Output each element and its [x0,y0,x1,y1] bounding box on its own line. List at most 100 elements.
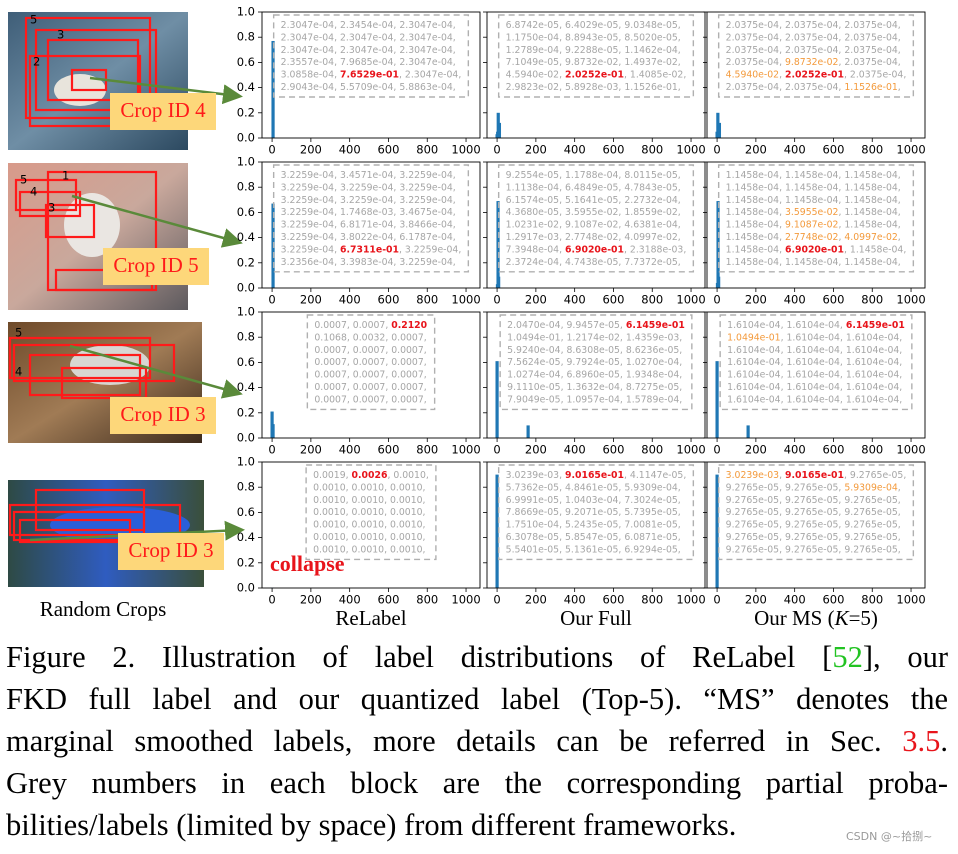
text-run: 1.6104e-04, 1.6104e-04, 1.6104e-04, [727,369,902,380]
prob-line: 0.0007, 0.0007, 0.0007, [314,382,426,393]
axes-frame [706,461,926,589]
prob-block-border [305,464,437,561]
y-tick-label: 1.0 [237,155,255,169]
text-run: 2.3047e-04, 2.3047e-04, 2.3047e-04, [281,44,456,55]
crop-label-box [110,397,216,434]
text-run: , 9.2765e-05, [844,470,906,481]
prob-line: 1.1458e-04, 6.9020e-01, 1.1458e-04, [726,244,907,255]
text-run: , [779,69,785,80]
photo [64,193,120,257]
text-run: 1.0494e-01 [727,332,781,343]
x-tick-label: 200 [525,143,547,157]
x-tick-label: 0 [268,293,275,307]
prob-line: 1.1458e-04, 1.1458e-04, 1.1458e-04, [726,170,901,181]
text-run: 7.6529e-01 [340,69,399,80]
text-run: 0.2120 [391,320,427,331]
x-tick-label: 0 [493,143,500,157]
text-run: 9.2554e-05, 1.1788e-04, 8.0115e-05, [506,170,681,181]
axes-frame [261,461,481,589]
prob-line: 2.3047e-04, 2.3047e-04, 2.3047e-04, [281,32,456,43]
text-run: 5.9240e-04, 8.6308e-05, 8.6236e-05, [507,344,682,355]
x-tick-label: 1000 [676,293,705,307]
text-run: 2.0252e-01 [565,69,624,80]
x-tick-label: 800 [861,293,883,307]
text-run: ReLabel [335,606,406,630]
prob-block-border [272,14,470,98]
x-tick-label: 800 [861,443,883,457]
x-tick-label: 800 [861,143,883,157]
chart: 0 200 400 600 800 1000 6.8742e-05, 6.4029e-05,… [483,11,706,157]
text-run: 1.1526e-01 [844,82,898,93]
prob-line: 1.6104e-04, 1.6104e-04, 1.6104e-04, [727,357,902,368]
text-run: , 2.0375e-04, [838,57,900,68]
text-run: 3.2259e-04, [281,244,340,255]
prob-line: 2.9043e-04, 5.5709e-04, 5.8863e-04, [281,82,456,93]
text-run: 52 [832,640,863,674]
caption-line: FKD full label and our quantized label (… [6,678,948,720]
y-tick-label: 0.6 [237,505,255,519]
axes-frame [706,311,926,439]
chart: 0 200 400 600 800 1000 3.0239e-03, 9.0165e-01,… [483,461,706,630]
text-run: 9.2765e-05, 9.2765e-05, 9.2765e-05, [726,494,901,505]
y-tick-label: 0.2 [237,105,255,119]
x-tick-label: 400 [339,443,361,457]
caption-line: bilities/labels (limited by space) from … [6,804,948,846]
text-run: 6.7311e-01 [340,244,399,255]
bar [717,122,722,138]
x-tick-label: 800 [416,443,438,457]
x-tick-label: 800 [641,443,663,457]
y-tick-label: 0.8 [237,30,255,44]
text-run: . [940,724,948,758]
x-tick-label: 200 [745,443,767,457]
bar [495,474,499,588]
prob-line: 9.2765e-05, 9.2765e-05, 9.2765e-05, [726,519,901,530]
text-run: 2.3047e-04, 2.3047e-04, 2.3047e-04, [281,32,456,43]
bar [497,276,501,288]
prob-line: 6.9991e-05, 1.0403e-04, 7.3024e-05, [506,494,681,505]
prob-block: 6.8742e-05, 6.4029e-05, 9.0348e-05,1.175… [506,20,687,93]
prob-line: 2.3047e-04, 2.3454e-04, 2.3047e-04, [281,20,456,31]
prob-line: 2.3047e-04, 2.3047e-04, 2.3047e-04, [281,44,456,55]
text-run: 1.2789e-04, 9.2288e-05, 1.1462e-04, [506,44,681,55]
caption-line: marginal smoothed labels, more details c… [6,720,948,762]
text-run: 7.3948e-04, [506,244,565,255]
x-tick-label: 400 [564,143,586,157]
prob-line: 1.1458e-04, 3.5955e-02, 1.1458e-04, [726,207,901,218]
text-run: 3.2259e-04, 3.2259e-04, 3.2259e-04, [281,194,456,205]
chart: 0.0 0.2 0.4 0.6 0.8 1.0 0 200 400 600 800 1000 2.304… [237,5,481,157]
text-run: 4.0997e-02 [844,232,897,243]
crops-title: Random Crops [40,597,167,621]
text-run: 9.8732e-02 [785,57,838,68]
x-tick-label: 600 [822,143,844,157]
text-run: 2.0375e-04, 2.0375e-04, 2.0375e-04, [726,44,901,55]
prob-line: 1.1750e-04, 8.8943e-05, 8.5020e-05, [506,32,681,43]
text-run: 2.0375e-04, [726,57,785,68]
prob-line: 9.2765e-05, 9.2765e-05, 9.2765e-05, [726,507,901,518]
box-number: 4 [30,185,37,199]
caption-line: Grey numbers in each block are the corre… [6,762,948,804]
text-run: , 2.3047e-04, [399,69,461,80]
x-tick-label: 600 [602,443,624,457]
crop-box [28,353,142,397]
prob-line: 4.3680e-05, 3.5955e-02, 1.8559e-02, [506,207,681,218]
text-run: 7.9049e-05, 1.0957e-04, 1.5789e-04, [507,394,682,405]
prob-line: 5.9240e-04, 8.6308e-05, 8.6236e-05, [507,344,682,355]
text-run: , [898,82,901,93]
y-tick-label: 0.8 [237,180,255,194]
x-tick-label: 200 [525,443,547,457]
bar [271,40,275,139]
prob-block: 2.0375e-04, 2.0375e-04, 2.0375e-04, 2.037… [726,20,907,93]
x-tick-label: 1000 [676,143,705,157]
text-run: 2.9043e-04, 5.5709e-04, 5.8863e-04, [281,82,456,93]
text-run: 1.1750e-04, 8.8943e-05, 8.5020e-05, [506,32,681,43]
prob-line: 0.0007, 0.0007, 0.0007, [314,394,426,405]
x-tick-label: 0 [268,143,275,157]
crop-label: Crop ID 4 [120,98,206,122]
prob-block-border [499,314,693,411]
text-run: , [779,470,785,481]
text-run: 3.0858e-04, [281,69,340,80]
x-tick-label: 0 [713,143,720,157]
bar [497,122,502,138]
crop-label: Crop ID 3 [120,402,205,426]
text-run: 0.0007, 0.0007, 0.0007, [314,369,426,380]
